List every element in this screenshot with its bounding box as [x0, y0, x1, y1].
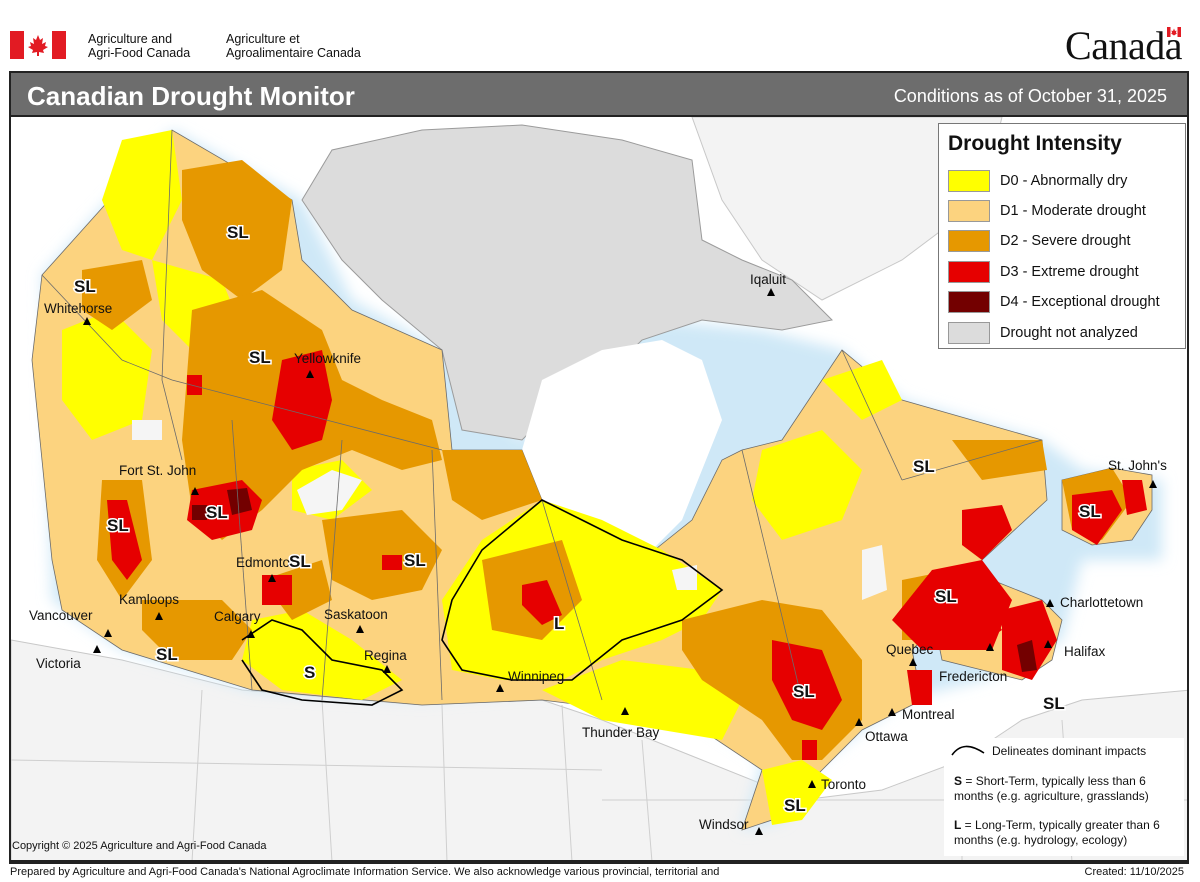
impact-label: SL [1079, 502, 1101, 521]
impact-label: SL [404, 551, 426, 570]
impact-label: L [554, 614, 564, 633]
impact-label: SL [156, 645, 178, 664]
legend-label: Drought not analyzed [1000, 325, 1138, 341]
city-label-regina: Regina [364, 648, 407, 663]
d4-areas [192, 488, 1037, 672]
impact-label: SL [784, 796, 806, 815]
city-label-whitehorse: Whitehorse [44, 301, 112, 316]
org-name-english: Agriculture and Agri-Food Canada [88, 32, 191, 60]
impact-label: SL [289, 552, 311, 571]
impact-label: SL [227, 223, 249, 242]
city-label-windsor: Windsor [699, 817, 749, 832]
city-label-st-johns: St. John's [1108, 458, 1167, 473]
usa-land [11, 639, 1187, 860]
city-label-fredericton: Fredericton [939, 669, 1007, 684]
impact-labels: SL SL SL SL SL SL SL SL SL SL SL SL SL S… [73, 222, 1103, 817]
legend-swatch [948, 291, 990, 313]
legend-swatch [948, 170, 990, 192]
city-label-iqaluit: Iqaluit [750, 272, 786, 287]
impact-label: SL [206, 503, 228, 522]
legend-label: D4 - Exceptional drought [1000, 294, 1160, 310]
city-markers [83, 288, 1157, 835]
legend-label: D2 - Severe drought [1000, 233, 1131, 249]
city-label-toronto: Toronto [821, 777, 866, 792]
impacts-legend: Delineates dominant impacts S = Short-Te… [944, 738, 1184, 856]
no-drought-areas [132, 420, 887, 600]
impact-label: SL [935, 587, 957, 606]
legend-label: D1 - Moderate drought [1000, 203, 1146, 219]
impact-boundaries [241, 499, 724, 706]
city-label-charlottetown: Charlottetown [1060, 595, 1143, 610]
city-label-saskatoon: Saskatoon [324, 607, 388, 622]
canada-flag-icon [10, 31, 66, 59]
d3-areas [107, 350, 1147, 760]
footer-divider [9, 862, 1189, 864]
legend-swatch [948, 261, 990, 283]
city-labels: Whitehorse Yellowknife Iqaluit Fort St. … [29, 272, 1167, 832]
impact-label: SL [249, 348, 271, 367]
city-label-edmonton: Edmonton [236, 555, 298, 570]
impact-label: SL [107, 516, 129, 535]
province-borders [41, 129, 1043, 701]
impact-line-icon [951, 745, 985, 756]
hudson-bay [522, 340, 722, 560]
org-name-french: Agriculture et Agroalimentaire Canada [226, 32, 361, 60]
city-label-vancouver: Vancouver [29, 608, 93, 623]
map-title: Canadian Drought Monitor [27, 81, 355, 111]
header: Agriculture and Agri-Food Canada Agricul… [0, 0, 1200, 70]
created-date: Created: 11/10/2025 [1084, 866, 1184, 878]
city-label-kamloops: Kamloops [119, 592, 179, 607]
city-label-halifax: Halifax [1064, 644, 1106, 659]
legend-title: Drought Intensity [948, 132, 1122, 155]
city-label-calgary: Calgary [214, 609, 261, 624]
legend-swatch [948, 230, 990, 252]
copyright: Copyright © 2025 Agriculture and Agri-Fo… [12, 840, 267, 852]
impact-label: SL [913, 457, 935, 476]
impacts-long-term: L = Long-Term, typically greater than 6 … [954, 818, 1160, 847]
impact-label: SL [74, 277, 96, 296]
canada-wordmark: Canada [1065, 23, 1182, 68]
city-label-fort-st-john: Fort St. John [119, 463, 196, 478]
impacts-delineates: Delineates dominant impacts [992, 744, 1147, 758]
city-label-yellowknife: Yellowknife [294, 351, 361, 366]
city-label-winnipeg: Winnipeg [508, 669, 564, 684]
drought-intensity-legend: Drought Intensity D0 - Abnormally dry D1… [938, 123, 1186, 349]
impacts-short-term: S = Short-Term, typically less than 6 mo… [954, 774, 1149, 803]
city-label-victoria: Victoria [36, 656, 81, 671]
city-label-thunder-bay: Thunder Bay [582, 725, 660, 740]
legend-label: D0 - Abnormally dry [1000, 173, 1128, 189]
impact-label: SL [1043, 694, 1065, 713]
arctic-islands [301, 124, 834, 441]
prepared-by: Prepared by Agriculture and Agri-Food Ca… [10, 866, 720, 878]
title-bar: Canadian Drought Monitor Conditions as o… [9, 71, 1189, 117]
legend-label: D3 - Extreme drought [1000, 264, 1139, 280]
city-label-quebec: Quebec [886, 642, 934, 657]
wordmark-flag-icon [1167, 27, 1181, 37]
conditions-date: Conditions as of October 31, 2025 [893, 86, 1167, 106]
city-label-montreal: Montreal [902, 707, 955, 722]
legend-swatch [948, 322, 990, 344]
city-label-ottawa: Ottawa [865, 729, 908, 744]
impact-label: S [304, 663, 315, 682]
legend-swatch [948, 200, 990, 222]
impact-label: SL [793, 682, 815, 701]
